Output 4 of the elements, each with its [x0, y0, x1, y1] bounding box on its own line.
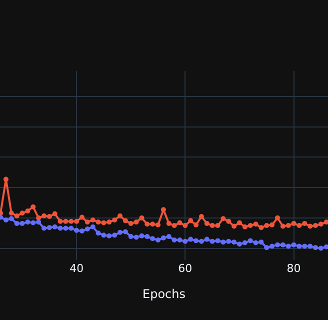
x-tick-label: 80	[286, 262, 301, 275]
x-axis-title: Epochs	[142, 286, 186, 301]
x-tick-label: 60	[178, 262, 192, 275]
x-tick-label: 40	[70, 262, 84, 275]
